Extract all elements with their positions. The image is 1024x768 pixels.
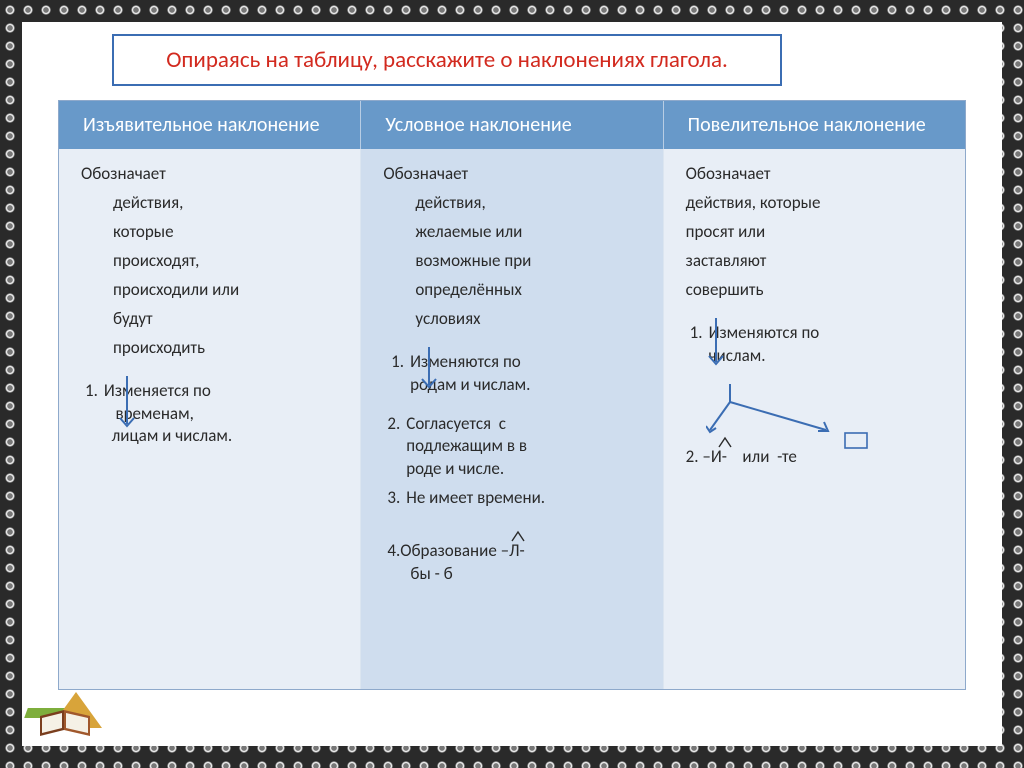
verb-mood-table: Изъявительное наклонение Условное наклон…: [58, 100, 966, 690]
definition-conditional: Обозначает действия, желаемые или возмож…: [383, 163, 650, 331]
cell-imperative: Обозначает действия, которые просят или …: [664, 149, 965, 689]
roof-mark-icon: [511, 530, 525, 542]
list-number: 2.: [387, 413, 400, 482]
cell-indicative: Обозначает действия, которые происходят,…: [59, 149, 361, 689]
table-body-row: Обозначает действия, которые происходят,…: [59, 149, 965, 689]
feature-text: Изменяются почислам.: [709, 322, 953, 368]
slide-title: Опираясь на таблицу, расскажите о наклон…: [112, 34, 782, 86]
list-number: 1.: [690, 322, 703, 368]
table-header-row: Изъявительное наклонение Условное наклон…: [59, 101, 965, 149]
suffix-box-icon: [844, 432, 868, 452]
feature-text: Согласуется сподлежащим в вроде и числе.: [406, 413, 650, 482]
feature-text: Изменяется по временам, лицам и числам.: [104, 380, 348, 449]
feature-text: Не имеет времени.: [406, 487, 650, 510]
list-number: 1.: [387, 351, 404, 397]
book-icon: [38, 706, 96, 742]
th-indicative: Изъявительное наклонение: [59, 101, 361, 149]
arrow-split-icon: [706, 382, 953, 442]
morph-text: 4.Образование –Л- бы - б: [387, 540, 524, 584]
list-number: 3.: [387, 487, 400, 510]
features-imperative: 1.Изменяются почислам.: [686, 322, 953, 368]
definition-indicative: Обозначает действия, которые происходят,…: [81, 163, 348, 360]
feature-text: Изменяются породам и числам.: [410, 351, 651, 397]
list-number: 1.: [85, 380, 98, 449]
th-conditional: Условное наклонение: [361, 101, 663, 149]
cell-conditional: Обозначает действия, желаемые или возмож…: [361, 149, 663, 689]
definition-imperative: Обозначает действия, которые просят или …: [686, 163, 953, 302]
morphology-conditional: 4.Образование –Л- бы - б: [383, 540, 650, 586]
morphology-imperative: 2. –И- или -те: [686, 446, 953, 469]
roof-mark-icon: [718, 436, 732, 448]
slide-content: Опираясь на таблицу, расскажите о наклон…: [22, 22, 1002, 746]
slide-frame: Опираясь на таблицу, расскажите о наклон…: [0, 0, 1024, 768]
th-imperative: Повелительное наклонение: [664, 101, 965, 149]
morph-text: 2. –И- или -те: [686, 446, 797, 467]
